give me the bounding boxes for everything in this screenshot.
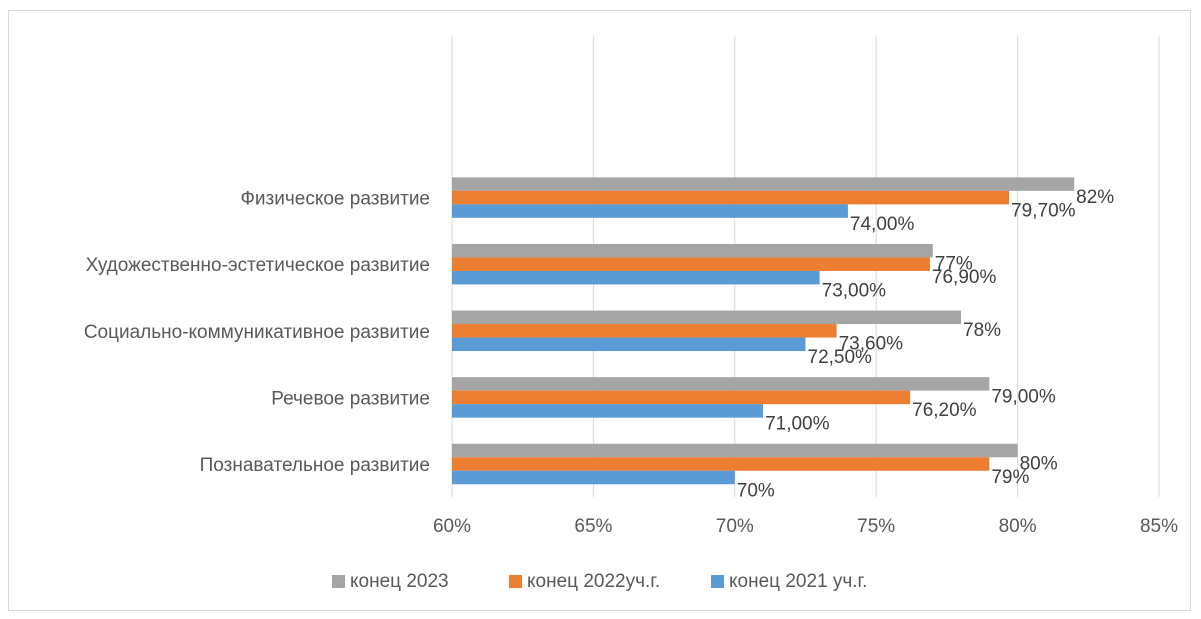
data-label: 79% xyxy=(991,467,1029,488)
category-label: Физическое развитие xyxy=(240,189,430,210)
data-label: 76,20% xyxy=(912,400,977,421)
data-label: 73,00% xyxy=(822,280,887,301)
x-tick-label: 80% xyxy=(999,516,1037,537)
data-label: 72,50% xyxy=(808,347,873,368)
legend-label: конец 2023 xyxy=(350,571,449,592)
bar-2-2 xyxy=(452,337,806,352)
bar-0-4 xyxy=(452,177,1075,191)
data-label: 76,90% xyxy=(932,267,997,288)
bar-0-2 xyxy=(452,310,962,325)
legend-swatch xyxy=(332,575,345,588)
bar-0-3 xyxy=(452,243,933,258)
category-label: Речевое развитие xyxy=(271,388,430,409)
data-label: 78% xyxy=(963,320,1001,341)
legend-label: конец 2022уч.г. xyxy=(527,571,660,592)
x-tick-label: 60% xyxy=(433,516,471,537)
bar-1-0 xyxy=(452,457,990,471)
bar-2-3 xyxy=(452,270,820,285)
bar-1-4 xyxy=(452,190,1010,205)
chart-frame xyxy=(8,10,1191,611)
legend-swatch xyxy=(509,575,522,588)
data-label: 79,00% xyxy=(991,387,1056,408)
category-label: Познавательное развитие xyxy=(200,455,430,476)
legend-swatch xyxy=(711,575,724,588)
data-label: 74,00% xyxy=(850,214,915,235)
bar-1-1 xyxy=(452,390,911,405)
data-label: 70% xyxy=(737,480,775,501)
x-tick-label: 85% xyxy=(1140,516,1178,537)
data-label: 80% xyxy=(1020,453,1058,474)
data-label: 82% xyxy=(1076,187,1114,208)
data-label: 73,60% xyxy=(839,334,904,355)
bar-1-3 xyxy=(452,257,930,271)
bar-2-1 xyxy=(452,404,764,418)
x-tick-label: 70% xyxy=(716,516,754,537)
category-label: Художественно-эстетическое развитие xyxy=(86,255,430,276)
data-label: 77% xyxy=(935,253,973,274)
category-label: Социально-коммуникативное развитие xyxy=(84,322,430,343)
bar-2-0 xyxy=(452,470,735,485)
bar-1-2 xyxy=(452,324,837,338)
bar-0-0 xyxy=(452,443,1018,458)
bar-2-4 xyxy=(452,204,848,218)
data-label: 79,70% xyxy=(1011,200,1076,221)
legend-label: конец 2021 уч.г. xyxy=(729,571,867,592)
bar-0-1 xyxy=(452,377,990,391)
x-tick-label: 65% xyxy=(574,516,612,537)
data-label: 71,00% xyxy=(765,414,830,435)
x-tick-label: 75% xyxy=(857,516,895,537)
